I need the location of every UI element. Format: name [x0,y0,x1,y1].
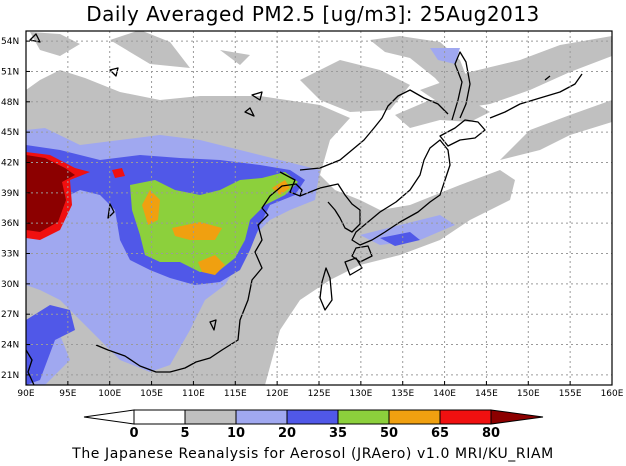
colorbar-label: 65 [431,426,449,441]
lon-label: 145E [475,389,498,399]
lat-label: 39N [1,189,19,199]
lon-label: 135E [391,389,414,399]
lon-label: 160E [601,389,624,399]
colorbar-segment [439,409,492,425]
colorbar-label: 0 [129,426,138,441]
lat-label: 21N [1,371,19,381]
colorbar-segment [337,409,390,425]
colorbar-label: 20 [278,426,296,441]
longitude-labels: 90E 95E 100E 105E 110E 115E 120E 125E 130E 135E 14… [17,389,623,399]
lon-label: 155E [559,389,582,399]
colorbar-label: 10 [227,426,245,441]
coastlines [26,33,583,385]
lat-label: 42N [1,158,19,168]
colorbar-label: 80 [482,426,500,441]
lat-label: 36N [1,219,19,229]
lon-label: 95E [59,389,76,399]
lon-label: 120E [266,389,289,399]
colorbar-segment [286,409,339,425]
lat-label: 45N [1,128,19,138]
colorbar-segment [184,409,237,425]
graticule [26,31,612,385]
colorbar-label: 35 [329,426,347,441]
lat-label: 48N [1,98,19,108]
colorbar-label: 50 [380,426,398,441]
map-title: Daily Averaged PM2.5 [ug/m3]: 25Aug2013 [86,2,540,26]
colorbar-segment [133,409,186,425]
lon-label: 115E [224,389,247,399]
lon-label: 90E [17,389,34,399]
lon-label: 125E [308,389,331,399]
lat-label: 30N [1,280,19,290]
lon-label: 105E [140,389,163,399]
lon-label: 110E [182,389,205,399]
lat-label: 27N [1,310,19,320]
lat-label: 24N [1,341,19,351]
lon-label: 100E [98,389,121,399]
latitude-labels: 21N 24N 27N 30N 33N 36N 39N 42N 45N 48N 51N 54N [1,37,19,381]
lon-label: 140E [433,389,456,399]
colorbar-upper-arrow [490,409,544,425]
field-80-plus [26,155,75,232]
colorbar-lower-arrow [83,409,135,425]
lat-label: 54N [1,37,19,47]
lon-label: 130E [349,389,372,399]
lon-label: 150E [517,389,540,399]
lat-label: 33N [1,250,19,260]
field-35-50 [130,172,298,272]
colorbar-segment [388,409,441,425]
colorbar-label: 5 [180,426,189,441]
colorbar-segment [235,409,288,425]
axis-ticks [25,40,613,385]
footer-credit: The Japanese Reanalysis for Aerosol (JRA… [72,446,554,462]
lat-label: 51N [1,67,19,77]
